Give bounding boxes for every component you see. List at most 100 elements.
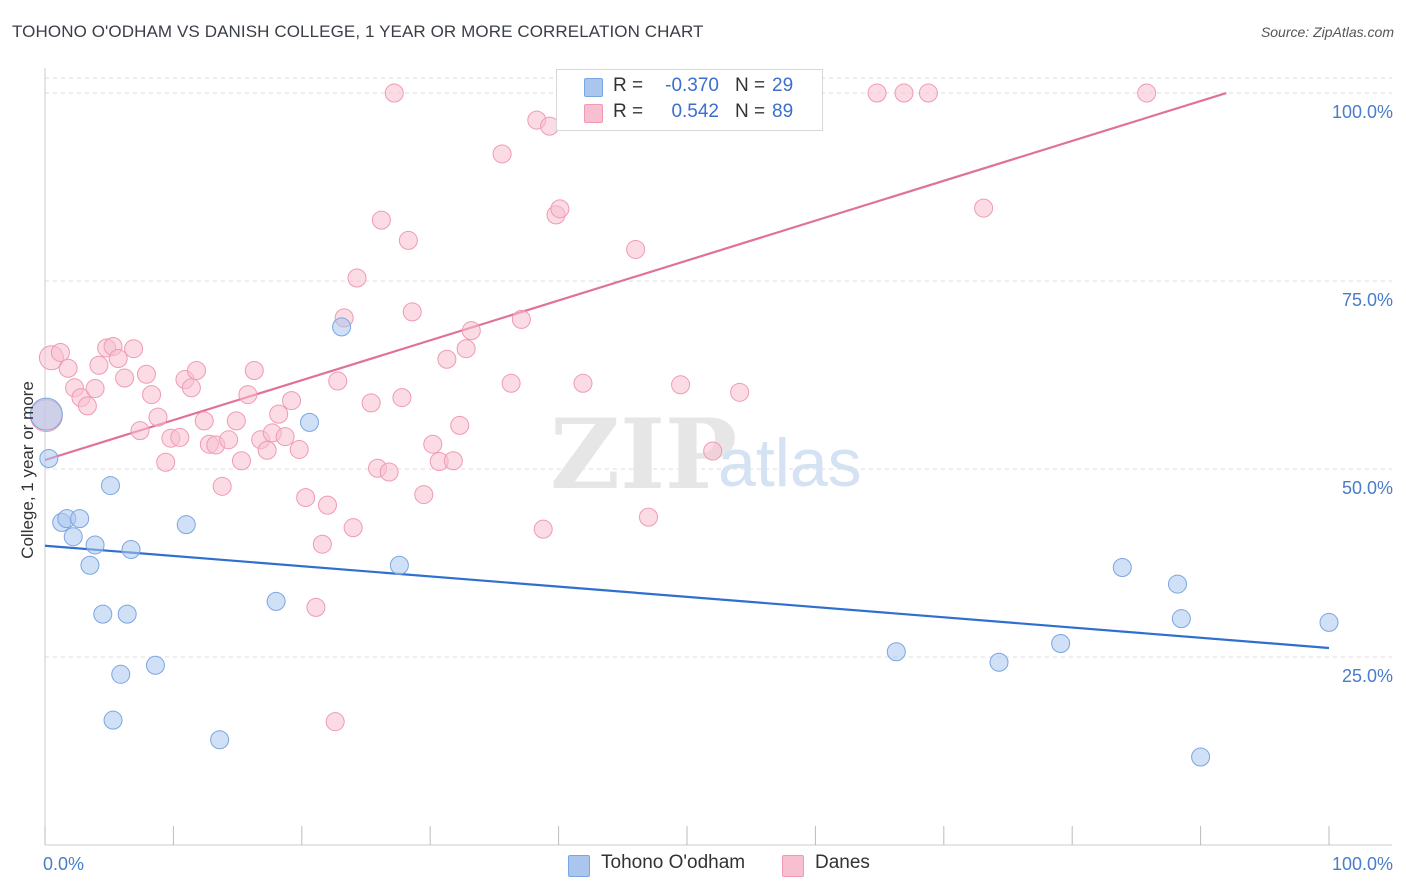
data-point — [130, 421, 150, 441]
data-point — [332, 317, 352, 337]
data-point — [1319, 612, 1339, 632]
data-point — [402, 302, 422, 322]
data-point — [511, 309, 531, 329]
data-point — [39, 448, 59, 468]
data-point — [136, 364, 156, 384]
data-point — [282, 391, 302, 411]
data-point — [121, 539, 141, 559]
data-point — [867, 83, 887, 103]
data-point — [226, 411, 246, 431]
data-point — [300, 412, 320, 432]
legend-swatch-danes — [584, 104, 603, 123]
correlation-legend: R = -0.370 N = 29 R = 0.542 N = 89 — [556, 69, 823, 131]
data-point — [80, 555, 100, 575]
data-point — [238, 385, 258, 405]
data-point — [317, 495, 337, 515]
data-point — [50, 342, 70, 362]
data-point — [103, 710, 123, 730]
data-point — [176, 515, 196, 535]
data-point — [1137, 83, 1157, 103]
x-tick-label: 0.0% — [43, 854, 84, 874]
data-point — [70, 509, 90, 529]
trend-lines — [44, 91, 1330, 650]
data-point — [918, 83, 938, 103]
data-point — [492, 144, 512, 164]
data-point — [275, 427, 295, 447]
data-point — [111, 664, 131, 684]
data-point — [974, 198, 994, 218]
data-point — [379, 462, 399, 482]
data-point — [347, 268, 367, 288]
data-point — [1191, 747, 1211, 767]
data-point — [501, 373, 521, 393]
data-point — [343, 518, 363, 538]
data-point — [1051, 633, 1071, 653]
y-tick-label: 50.0% — [1342, 478, 1393, 498]
data-point — [244, 361, 264, 381]
data-point — [63, 527, 83, 547]
bottom-legend-label-danes: Danes — [815, 852, 870, 873]
data-point — [703, 441, 723, 461]
legend-r-label: R = — [613, 75, 644, 96]
data-point — [170, 427, 190, 447]
data-point — [145, 655, 165, 675]
data-point — [296, 488, 316, 508]
data-point — [312, 534, 332, 554]
data-point — [115, 368, 135, 388]
legend-n-value: 89 — [772, 101, 794, 122]
data-point — [671, 375, 691, 395]
data-point — [269, 404, 289, 424]
legend-row-tohono: R = -0.370 N = 29 — [557, 74, 822, 100]
data-point — [626, 239, 646, 259]
data-points — [29, 83, 1339, 767]
bottom-legend-label-tohono: Tohono O'odham — [601, 852, 746, 873]
data-point — [306, 597, 326, 617]
data-point — [638, 507, 658, 527]
source-label: Source: ZipAtlas.com — [1260, 24, 1394, 40]
data-point — [398, 230, 418, 250]
data-point — [1112, 558, 1132, 578]
data-point — [156, 452, 176, 472]
legend-n-label: N = — [735, 75, 766, 96]
data-point — [533, 519, 553, 539]
data-point — [266, 591, 286, 611]
data-point — [443, 451, 463, 471]
data-point — [1167, 574, 1187, 594]
data-point — [212, 476, 232, 496]
data-point — [100, 476, 120, 496]
data-point — [437, 349, 457, 369]
watermark-atlas: atlas — [718, 425, 862, 501]
data-point — [325, 712, 345, 732]
legend-r-label: R = — [613, 101, 644, 122]
series-tohono-oodham — [29, 317, 1339, 767]
data-point — [93, 604, 113, 624]
y-axis-label: College, 1 year or more — [18, 381, 37, 559]
y-tick-label: 25.0% — [1342, 666, 1393, 686]
data-point — [550, 199, 570, 219]
data-point — [573, 373, 593, 393]
data-point — [328, 371, 348, 391]
data-point — [58, 358, 78, 378]
data-point — [461, 321, 481, 341]
trend-line-tohono-oodham — [44, 544, 1330, 650]
data-point — [77, 396, 97, 416]
data-point — [142, 385, 162, 405]
data-point — [371, 210, 391, 230]
data-point — [210, 730, 230, 750]
data-point — [423, 434, 443, 454]
data-point — [886, 642, 906, 662]
data-point — [85, 379, 105, 399]
data-point — [414, 485, 434, 505]
data-point — [389, 555, 409, 575]
data-point — [29, 397, 63, 431]
watermark: ZIP atlas — [550, 398, 862, 511]
legend-swatch-tohono — [584, 78, 603, 97]
bottom-legend-swatch-danes — [782, 855, 804, 877]
y-tick-label: 100.0% — [1332, 102, 1393, 122]
data-point — [289, 439, 309, 459]
data-point — [219, 430, 239, 450]
data-point — [384, 83, 404, 103]
data-point — [194, 411, 214, 431]
y-tick-label: 75.0% — [1342, 290, 1393, 310]
